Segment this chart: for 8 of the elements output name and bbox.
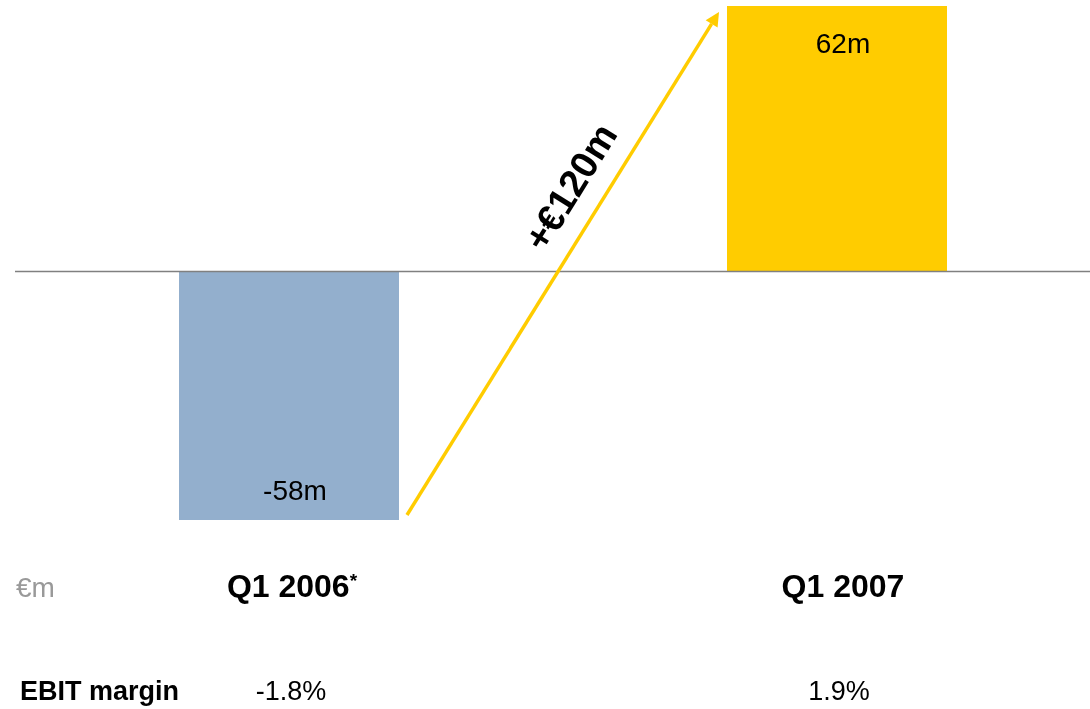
data-label: -58m — [263, 475, 327, 506]
text: -1.8% — [255, 676, 327, 706]
data-label: 62m — [815, 28, 871, 59]
text: €m — [16, 572, 55, 603]
x-tick-label: Q1 2006$^{*}$ — [226, 568, 358, 604]
text: 1.9% — [808, 676, 870, 706]
x-tick-label: Q1 2007 — [781, 568, 905, 604]
text: EBIT margin — [20, 676, 180, 706]
